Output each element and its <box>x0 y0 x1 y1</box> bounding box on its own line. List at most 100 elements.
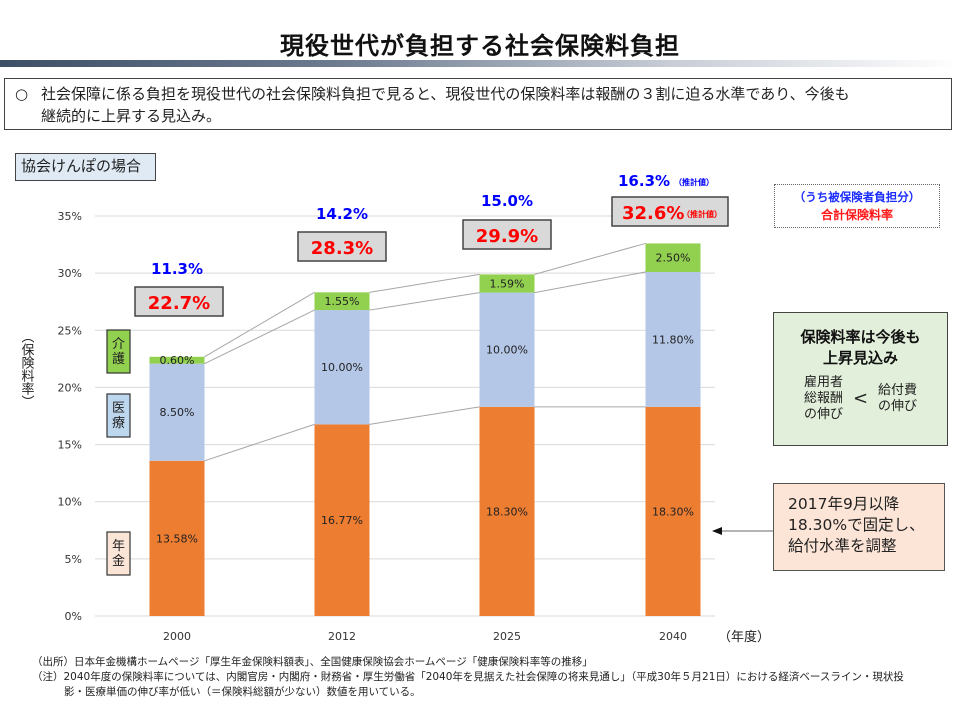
x-tick-label: 2000 <box>163 630 191 643</box>
legend-label: 護 <box>112 351 125 367</box>
total-rate-label: 28.3% <box>311 238 373 259</box>
total-rate-box <box>134 286 224 317</box>
bullet-circle-icon: ○ <box>15 85 29 103</box>
footnote-source: （出所）日本年金機構ホームページ「厚生年金保険料額表」、全国健康保険協会ホームペ… <box>32 656 593 668</box>
bar-segment-pension <box>149 460 205 616</box>
y-tick-label: 0% <box>65 610 82 623</box>
bar-segment-care <box>479 274 535 293</box>
bar-segment-medical <box>479 292 535 407</box>
x-axis-label: （年度） <box>718 629 770 645</box>
employee-share-label: 14.2% <box>316 205 368 223</box>
total-rate-box <box>297 231 387 262</box>
data-label: 11.80% <box>652 333 694 346</box>
x-tick-label: 2040 <box>659 630 687 643</box>
bar-segment-pension <box>645 406 701 616</box>
data-label: 10.00% <box>486 344 528 357</box>
legend-swatch <box>106 531 131 576</box>
y-axis-label: （保険料率） <box>19 330 35 408</box>
total-rate-label: 22.7% <box>148 293 210 314</box>
legend-swatch <box>106 393 131 438</box>
employee-share-label: 15.0% <box>481 192 533 210</box>
legend-label: 医 <box>112 401 125 416</box>
pension-note-line-2: 18.30%で固定し、 <box>788 516 925 534</box>
legend-note-total: 合計保険料率 <box>820 208 893 222</box>
connector-line <box>534 271 646 294</box>
y-tick-label: 10% <box>58 496 82 509</box>
comparison-left: 雇用者 総報酬 の伸び <box>804 375 843 423</box>
connector-line <box>204 309 315 365</box>
y-tick-label: 5% <box>65 553 82 566</box>
bar-segment-care <box>149 356 205 364</box>
y-tick-label: 35% <box>58 210 82 223</box>
x-tick-label: 2012 <box>328 630 356 643</box>
estimate-tag: （推計値） <box>674 177 714 187</box>
bar-segment-pension <box>479 406 535 616</box>
comparison-right: 給付費 の伸び <box>878 383 917 415</box>
connector-line <box>204 291 315 358</box>
footnote-note-line-2: 影・医療単価の伸び率が低い（＝保険料総額が少ない）数値を用いている。 <box>64 686 421 698</box>
connector-line <box>369 292 480 311</box>
legend-label: 年 <box>112 539 125 554</box>
data-label: 16.77% <box>321 514 363 527</box>
comparison-left-line-1: 雇用者 <box>803 375 843 390</box>
bar-segment-care <box>314 292 370 311</box>
outlook-comparison: 雇用者 総報酬 の伸び < 給付費 の伸び <box>774 375 947 423</box>
data-label: 18.30% <box>652 505 694 518</box>
comparison-left-line-2: 総報酬 <box>803 391 843 406</box>
estimate-tag: （推計値） <box>682 209 722 219</box>
legend-label: 金 <box>112 553 125 569</box>
footnote-note-line-1: （注）2040年度の保険料率については、内閣官房・内閣府・財務省・厚生労働省「2… <box>32 671 904 683</box>
pension-note-line-3: 給付水準を調整 <box>788 537 897 555</box>
y-tick-label: 25% <box>58 324 82 337</box>
total-rate-box <box>611 196 729 227</box>
data-label: 1.55% <box>325 295 360 308</box>
data-label: 10.00% <box>321 361 363 374</box>
summary-box: ○ 社会保障に係る負担を現役世代の社会保険料負担で見ると、現役世代の保険料率は報酬… <box>4 78 952 130</box>
arrow-head-icon <box>712 527 722 535</box>
bar-segment-pension <box>314 424 370 616</box>
y-tick-label: 20% <box>58 381 82 394</box>
comparison-right-line-1: 給付費 <box>878 383 918 398</box>
y-tick-label: 15% <box>58 439 82 452</box>
comparison-right-line-2: の伸び <box>878 399 918 414</box>
page-title: 現役世代が負担する社会保険料負担 <box>280 32 680 60</box>
outlook-heading-1: 保険料率は今後も <box>800 328 921 346</box>
pension-fixed-note-box: 2017年9月以降 18.30%で固定し、 給付水準を調整 <box>773 483 945 571</box>
summary-line-1: 社会保障に係る負担を現役世代の社会保険料負担で見ると、現役世代の保険料率は報酬の… <box>41 85 850 103</box>
outlook-heading-2: 上昇見込み <box>822 349 898 367</box>
legend-label: 介 <box>112 337 125 352</box>
legend-note-employee: （うち被保険者負担分） <box>793 190 921 204</box>
total-rate-label: 32.6% <box>622 203 684 224</box>
footnotes: （出所）日本年金機構ホームページ「厚生年金保険料額表」、全国健康保険協会ホームペ… <box>32 655 932 700</box>
data-label: 8.50% <box>160 406 195 419</box>
legend-swatch <box>106 329 131 374</box>
total-rate-box <box>462 219 552 250</box>
total-rate-label: 29.9% <box>476 226 538 247</box>
connector-line <box>204 423 315 462</box>
outlook-box: 保険料率は今後も 上昇見込み 雇用者 総報酬 の伸び < 給付費 の伸び <box>773 312 948 446</box>
data-label: 13.58% <box>156 532 198 545</box>
summary-line-2: 継続的に上昇する見込み。 <box>41 107 222 125</box>
bar-segment-medical <box>149 363 205 461</box>
case-label: 協会けんぽの場合 <box>15 153 156 181</box>
legend-label: 療 <box>112 416 125 431</box>
title-underline-bar <box>0 60 960 67</box>
connector-line <box>369 273 480 293</box>
x-tick-label: 2025 <box>493 630 521 643</box>
data-label: 2.50% <box>656 252 691 265</box>
legend-note-box: （うち被保険者負担分） 合計保険料率 <box>774 184 940 228</box>
bar-segment-care <box>645 243 701 272</box>
connector-line <box>534 242 646 275</box>
employee-share-label: 16.3% <box>618 172 670 190</box>
comparison-left-line-3: の伸び <box>803 407 843 422</box>
employee-share-label: 11.3% <box>151 260 203 278</box>
data-label: 0.60% <box>160 354 195 367</box>
less-than-symbol: < <box>852 388 869 409</box>
bar-segment-medical <box>314 310 370 425</box>
connector-line <box>369 406 480 425</box>
y-tick-label: 30% <box>58 267 82 280</box>
bar-segment-medical <box>645 272 701 407</box>
pension-note-line-1: 2017年9月以降 <box>788 495 900 513</box>
data-label: 18.30% <box>486 505 528 518</box>
